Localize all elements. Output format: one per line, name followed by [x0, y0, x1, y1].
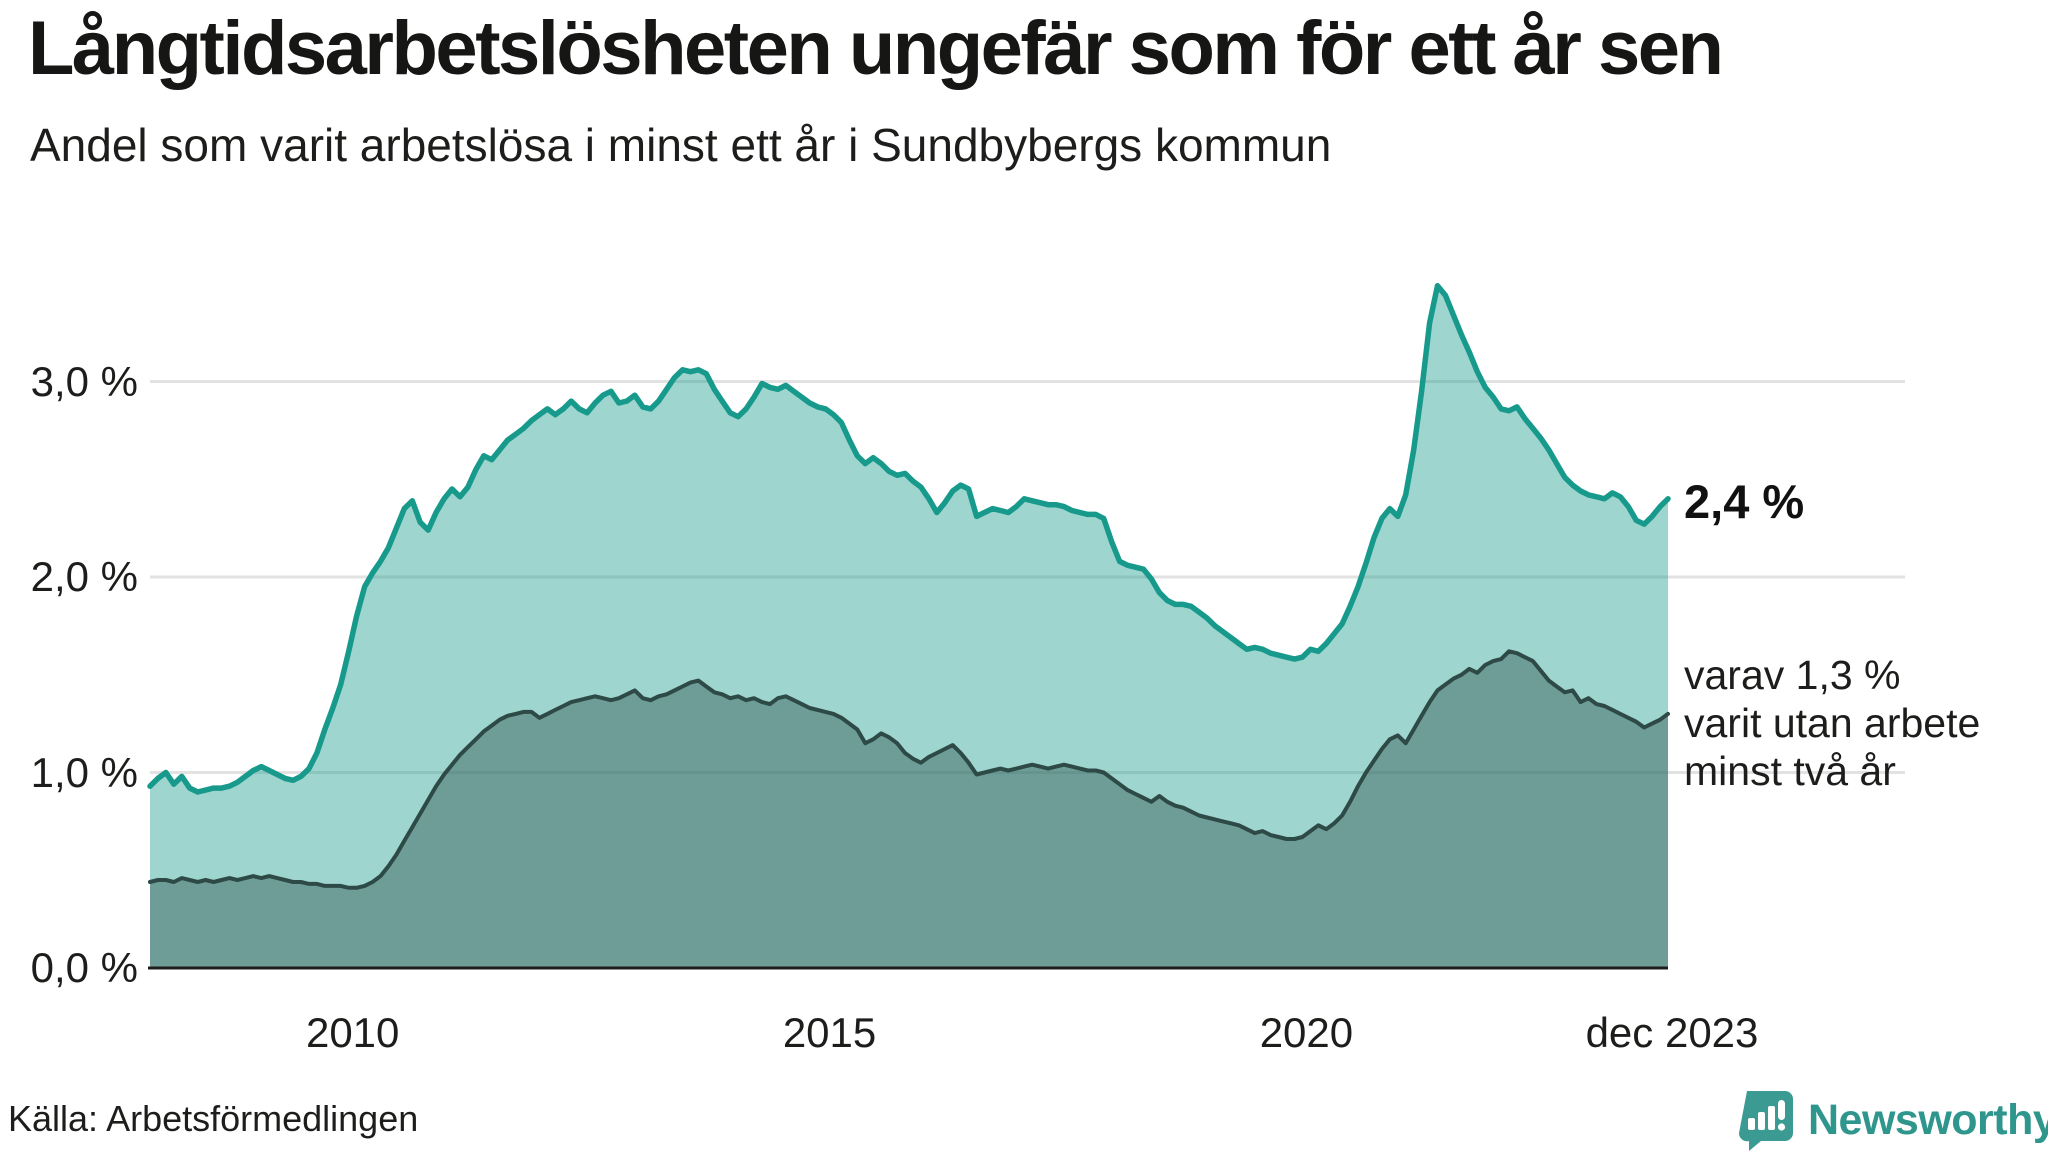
page-title: Långtidsarbetslösheten ungefär som för e… [28, 6, 1724, 91]
end-note-label: varav 1,3 % varit utan arbete minst två … [1684, 652, 1980, 796]
end-note-line-1: varav 1,3 % [1684, 652, 1901, 698]
series-line-minst-tva-ar [148, 649, 1670, 890]
x-tick-dec 2023: dec 2023 [1585, 1009, 1759, 1056]
end-value-label: 2,4 % [1684, 475, 1805, 528]
series-line-minst-ett-ar [147, 282, 1671, 795]
series-area-minst-tva-ar [150, 651, 1668, 968]
series-area-minst-ett-ar [150, 285, 1668, 968]
x-tick-2015: 2015 [782, 1009, 877, 1056]
x-tick-2020: 2020 [1259, 1009, 1354, 1056]
gridlines [150, 380, 1905, 774]
end-note-line-2: varit utan arbete [1684, 699, 1981, 746]
y-tick-0,0 %: 0,0 % [30, 944, 138, 991]
source-attribution: Källa: Arbetsförmedlingen [8, 1098, 419, 1139]
y-tick-3,0 %: 3,0 % [30, 357, 138, 405]
x-tick-2010: 2010 [305, 1009, 400, 1056]
newsworthy-logo: Newsworthy [1736, 1090, 2048, 1151]
newsworthy-brand-text: Newsworthy [1808, 1095, 2048, 1144]
chart-subtitle: Andel som varit arbetslösa i minst ett å… [30, 119, 1332, 171]
newsworthy-speech-bubble-chart-icon [1738, 1091, 1793, 1151]
y-tick-2,0 %: 2,0 % [30, 553, 138, 600]
y-tick-1,0 %: 1,0 % [30, 748, 138, 796]
end-note-line-3: minst två år [1684, 747, 1896, 794]
